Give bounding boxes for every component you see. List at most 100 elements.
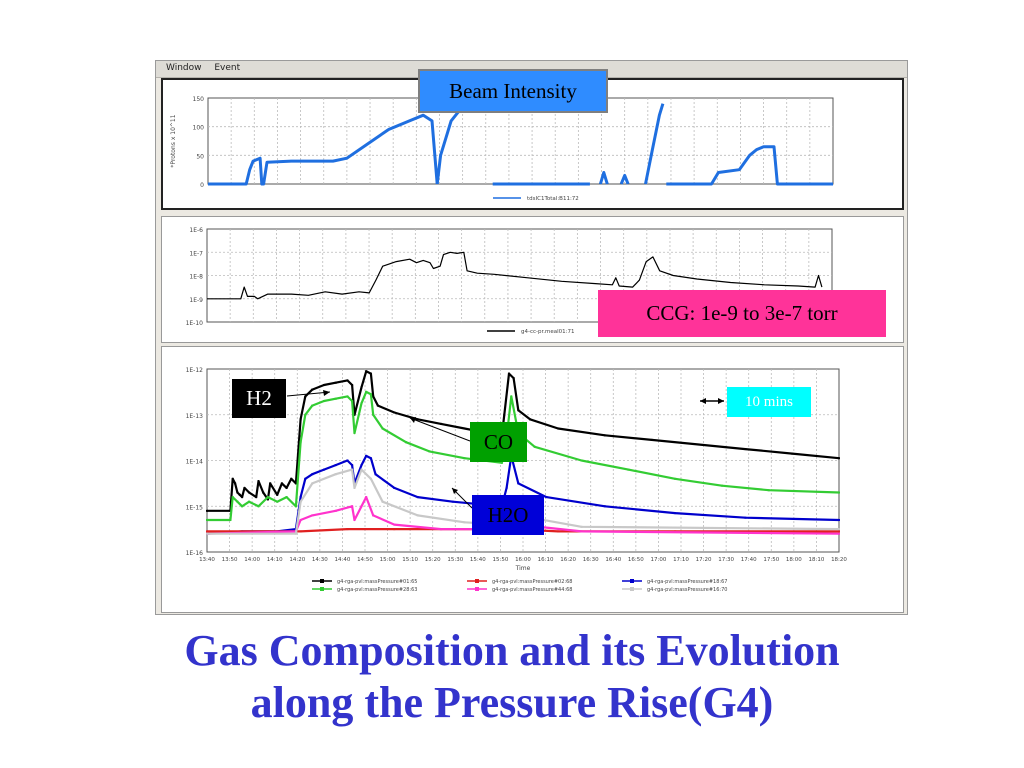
data-point — [374, 473, 377, 476]
data-point — [360, 386, 363, 389]
data-point — [241, 505, 244, 508]
x-tick-label: 13:50 — [222, 557, 238, 563]
data-point — [369, 393, 372, 396]
x-tick-label: 16:00 — [515, 557, 531, 563]
series-line — [619, 173, 630, 185]
data-point — [838, 532, 840, 535]
data-point — [517, 482, 520, 485]
legend-label: g4-rga-pvl:massPressure#01:65 — [337, 579, 417, 585]
data-point — [299, 496, 302, 499]
data-point — [241, 496, 244, 499]
data-point — [369, 477, 372, 480]
data-point — [346, 395, 349, 398]
data-point — [311, 482, 314, 485]
data-point — [234, 482, 237, 485]
x-axis-label: Time — [515, 565, 531, 572]
series-line — [207, 390, 840, 522]
data-point — [238, 493, 241, 496]
data-point — [206, 532, 208, 535]
data-point — [674, 477, 677, 480]
legend-marker — [320, 579, 324, 583]
x-tick-label: 16:10 — [538, 557, 554, 563]
data-point — [510, 395, 513, 398]
data-point — [299, 418, 302, 421]
data-point — [360, 464, 363, 467]
x-tick-label: 15:40 — [470, 557, 486, 563]
legend-label: g4-rga-pvl:massPressure#18:67 — [647, 579, 727, 585]
data-point — [353, 518, 356, 521]
data-point — [697, 443, 700, 446]
data-point — [369, 372, 372, 375]
x-tick-label: 17:30 — [718, 557, 734, 563]
data-point — [276, 500, 279, 503]
data-point — [311, 473, 314, 476]
x-tick-label: 16:20 — [560, 557, 576, 563]
data-point — [393, 411, 396, 414]
data-point — [294, 505, 297, 508]
data-point — [294, 482, 297, 485]
h2-callout: H2 — [232, 379, 286, 418]
data-point — [580, 525, 583, 528]
data-point — [334, 381, 337, 384]
y-tick-label: 50 — [196, 153, 204, 160]
y-tick-label: 1E-8 — [189, 274, 203, 281]
ccg-range-callout: CCG: 1e-9 to 3e-7 torr — [598, 290, 886, 337]
data-point — [720, 484, 723, 487]
legend-label: tdsIC1Total:B11:72 — [527, 196, 579, 202]
data-point — [503, 413, 506, 416]
data-point — [404, 441, 407, 444]
legend-marker — [630, 579, 634, 583]
data-point — [372, 395, 375, 398]
series-line — [666, 145, 833, 186]
data-point — [428, 450, 431, 453]
x-tick-label: 18:20 — [831, 557, 847, 563]
y-tick-label: 1E-10 — [186, 320, 204, 327]
legend-label: g4-rga-pvl:massPressure#44:68 — [492, 587, 572, 593]
data-point — [290, 477, 293, 480]
data-point — [257, 505, 260, 508]
data-point — [206, 530, 208, 533]
data-point — [603, 505, 606, 508]
data-point — [334, 509, 337, 512]
ten-mins-arrowhead-left — [700, 398, 706, 404]
data-point — [311, 388, 314, 391]
x-tick-label: 15:10 — [402, 557, 418, 563]
y-tick-label: 1E-12 — [186, 367, 204, 374]
data-point — [299, 530, 302, 533]
x-tick-label: 15:30 — [447, 557, 463, 563]
data-point — [294, 532, 297, 535]
data-point — [299, 518, 302, 521]
x-tick-label: 17:00 — [650, 557, 666, 563]
x-tick-label: 14:20 — [289, 557, 305, 563]
series-line — [206, 454, 840, 535]
data-point — [353, 432, 356, 435]
co-arrowhead — [410, 417, 416, 423]
data-point — [463, 427, 466, 430]
menu-window[interactable]: Window — [166, 63, 202, 73]
y-tick-label: 1E-7 — [189, 250, 203, 257]
x-tick-label: 14:30 — [312, 557, 328, 563]
x-tick-label: 14:50 — [357, 557, 373, 563]
data-point — [580, 530, 583, 533]
data-point — [440, 528, 443, 531]
data-point — [299, 441, 302, 444]
x-tick-label: 16:50 — [628, 557, 644, 563]
data-point — [557, 427, 560, 430]
menu-event[interactable]: Event — [214, 63, 241, 73]
y-tick-label: 1E-6 — [189, 227, 203, 234]
legend-marker — [320, 587, 324, 591]
data-point — [533, 445, 536, 448]
series-line — [598, 171, 609, 185]
slide-title: Gas Composition and its Evolution along … — [0, 625, 1024, 729]
data-point — [381, 500, 384, 503]
x-tick-label: 14:10 — [267, 557, 283, 563]
data-point — [451, 500, 454, 503]
y-tick-label: 1E-14 — [186, 459, 204, 466]
y-tick-label: 150 — [193, 96, 205, 103]
data-point — [627, 468, 630, 471]
y-tick-label: 1E-13 — [186, 413, 204, 420]
data-point — [323, 400, 326, 403]
x-tick-label: 17:50 — [763, 557, 779, 563]
legend-label: g4-rga-pvl:massPressure#16:70 — [647, 587, 727, 593]
